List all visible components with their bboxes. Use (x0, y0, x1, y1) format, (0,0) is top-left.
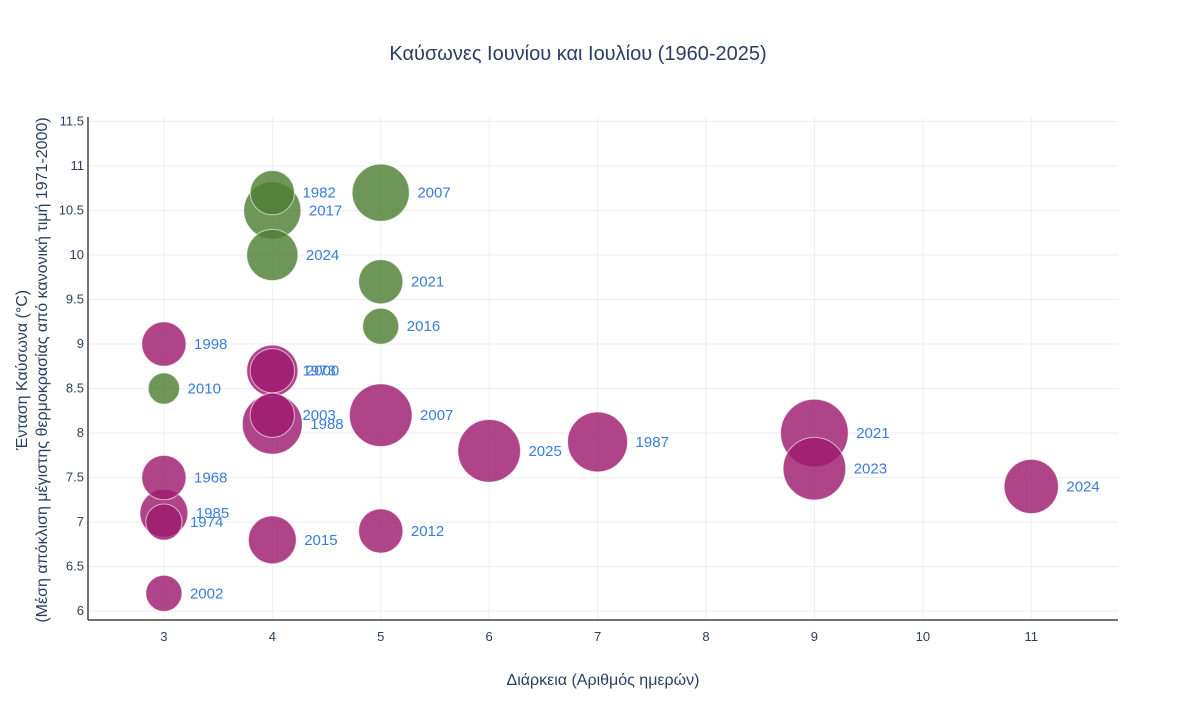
data-label-2017: 2017 (309, 202, 342, 219)
bubble-2024 (246, 228, 299, 282)
x-tick-label: 10 (916, 629, 930, 644)
y-tick-label: 9.5 (66, 292, 84, 307)
bubble-2024 (1003, 458, 1059, 515)
data-label-2025: 2025 (528, 443, 561, 460)
data-label-1968: 1968 (194, 470, 227, 487)
data-label-1988: 1988 (310, 416, 343, 433)
data-labels: 2021 2007 2025 2023 1988 1987 2017 2007 2024 2024… (188, 185, 1100, 603)
y-tick-label: 11.5 (60, 113, 84, 128)
bubble-1973 (249, 348, 295, 394)
data-label-2007: 2007 (417, 185, 450, 202)
x-tick-label: 7 (594, 629, 601, 644)
data-label-2003: 2003 (302, 407, 335, 424)
y-tick-label: 7.5 (66, 470, 84, 485)
data-label-2023: 2023 (854, 461, 887, 478)
y-axis-title-line1: Ένταση Καύσωνα (°C) (14, 290, 31, 451)
bubble-2015 (247, 515, 297, 565)
x-tick-label: 11 (1025, 629, 1039, 644)
x-tick-label: 8 (702, 629, 709, 644)
data-label-2012: 2012 (411, 523, 444, 540)
data-label-2015: 2015 (304, 532, 337, 549)
data-label-1998: 1998 (194, 336, 227, 353)
data-label-2007: 2007 (420, 407, 453, 424)
y-tick-label: 10.5 (59, 202, 84, 217)
bubble-2007 (348, 383, 413, 448)
x-tick-label: 3 (160, 629, 167, 644)
data-label-2024: 2024 (306, 247, 339, 264)
x-tick-label: 9 (811, 629, 818, 644)
data-label-2002: 2002 (190, 585, 223, 602)
y-tick-label: 7 (77, 514, 84, 529)
y-tick-label: 6.5 (66, 559, 84, 574)
data-label-2024: 2024 (1066, 478, 1099, 495)
x-tick-label: 5 (377, 629, 384, 644)
bubble-2025 (457, 419, 521, 483)
y-tick-label: 8.5 (66, 381, 84, 396)
bubble-1968 (141, 454, 187, 501)
bubble-2016 (362, 307, 400, 345)
data-label-2000: 2000 (306, 363, 339, 380)
data-label-2016: 2016 (407, 318, 440, 335)
data-label-2010: 2010 (188, 381, 221, 398)
data-label-1974: 1974 (190, 514, 223, 531)
data-label-1987: 1987 (636, 434, 669, 451)
x-axis-title: Διάρκεια (Αριθμός ημερών) (507, 672, 700, 689)
y-tick-label: 10 (70, 247, 84, 262)
y-tick-label: 8 (77, 425, 84, 440)
x-tick-label: 6 (486, 629, 493, 644)
axes: 3 4 5 6 7 8 9 10 11 6 6.5 7 7.5 8 8.5 9 9.5 10 10.5 11 11.5 (59, 113, 1118, 644)
data-label-2021: 2021 (411, 274, 444, 291)
data-label-1982: 1982 (302, 185, 335, 202)
data-label-2021: 2021 (856, 425, 889, 442)
bubble-2007 (351, 163, 410, 222)
data-label-1973: 1973 (302, 363, 335, 380)
grid-lines (88, 117, 1118, 620)
bubble-1982 (249, 170, 295, 216)
y-tick-label: 9 (77, 336, 84, 351)
bubble-2003 (249, 392, 295, 438)
y-axis-title-line2: (Μέση απόκλιση μέγιστης θερμοκρασίας από… (34, 117, 51, 622)
bubble-2002 (145, 574, 183, 612)
bubble-1998 (141, 321, 187, 367)
bubble-2010 (147, 372, 181, 405)
bubble-2021 (358, 259, 404, 305)
bubble-1987 (567, 411, 629, 473)
y-tick-label: 11 (71, 158, 85, 173)
bubble-2012 (358, 508, 404, 554)
bubble-2023 (782, 436, 847, 501)
data-points (139, 163, 1059, 612)
x-tick-label: 4 (269, 629, 276, 644)
bubble-1974 (145, 503, 183, 541)
chart-title: Καύσωνες Ιουνίου και Ιουλίου (1960-2025) (389, 43, 766, 65)
data-label-1985: 1985 (196, 505, 229, 522)
y-tick-label: 6 (77, 603, 84, 618)
